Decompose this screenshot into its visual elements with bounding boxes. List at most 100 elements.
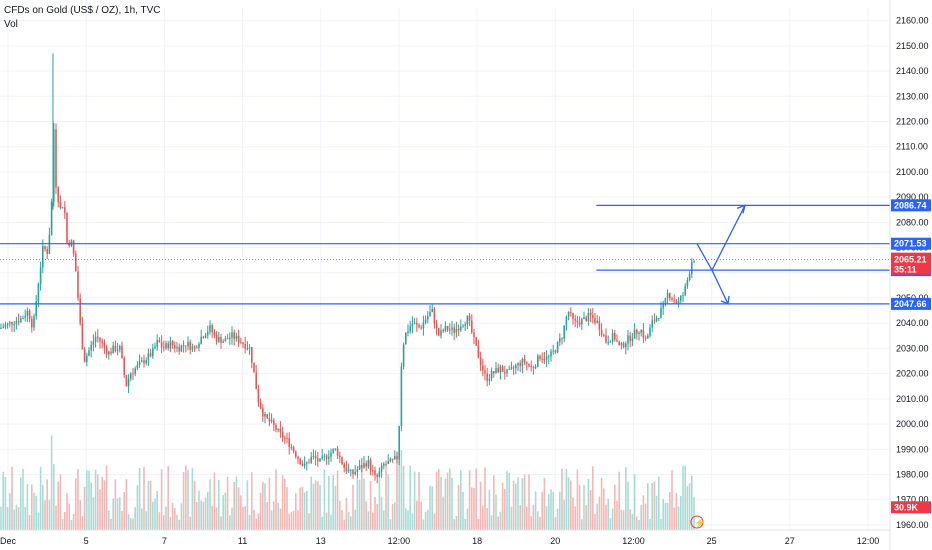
candle-body [592, 315, 594, 318]
volume-bar [306, 490, 308, 530]
candle-body [160, 342, 163, 348]
candle-body [427, 316, 429, 320]
volume-bar [110, 518, 112, 530]
candle-body [163, 347, 165, 349]
candle-body [222, 341, 224, 343]
volume-bar [215, 507, 218, 530]
volume-bar [0, 506, 2, 530]
symbol-title[interactable]: CFDs on Gold (US$ / OZ), 1h, TVC [4, 5, 161, 16]
candle-body [484, 370, 486, 374]
candle-body [402, 344, 405, 367]
candle-body [539, 355, 541, 359]
candle-body [660, 307, 662, 318]
volume-bar [363, 478, 365, 530]
candle-body [438, 328, 440, 336]
time-tick-label: 25 [707, 536, 717, 546]
candle-body [616, 339, 618, 342]
arrowhead-up [736, 204, 746, 214]
candle-body [537, 355, 539, 367]
volume-bar [466, 508, 469, 530]
volume-bar [389, 519, 392, 530]
candle-body [495, 368, 497, 374]
volume-bar [50, 435, 53, 530]
volume-bar [462, 491, 464, 530]
volume-bar [534, 491, 537, 530]
candle-body [640, 330, 642, 333]
volume-bar [288, 513, 290, 530]
volume-bar [380, 496, 383, 530]
candle-body [574, 318, 576, 321]
volume-bar [411, 513, 414, 530]
volume-bar [229, 515, 231, 530]
volume-bar [248, 514, 251, 530]
time-tick-label: 18 [472, 536, 482, 546]
candle-body [552, 350, 554, 352]
candle-body [352, 469, 354, 475]
candle-body [112, 345, 114, 354]
candle-body [154, 346, 156, 349]
candle-body [565, 316, 568, 326]
candle-body [266, 414, 268, 419]
candle-body [471, 320, 473, 333]
volume-bar [134, 507, 136, 530]
volume-layer [0, 435, 695, 530]
candle-body [9, 322, 11, 324]
time-tick-label: 11 [238, 536, 247, 546]
volume-bar [378, 477, 381, 530]
volume-bar [310, 476, 312, 530]
candle-body [380, 465, 383, 472]
volume-bar [22, 469, 24, 530]
volume-bar [420, 501, 422, 530]
volume-bar [365, 501, 367, 530]
volume-bar [350, 516, 352, 530]
volume-bar [279, 508, 282, 530]
levels-layer[interactable] [0, 204, 890, 305]
candle-body [308, 462, 310, 464]
candle-body [42, 245, 44, 268]
volume-bar [292, 510, 295, 530]
volume-bar [457, 485, 460, 530]
volume-legend-label[interactable]: Vol [4, 19, 18, 30]
volume-bar [9, 493, 11, 530]
candle-body [253, 362, 255, 373]
candle-body [158, 340, 161, 343]
volume-bar [90, 482, 92, 530]
candle-body [658, 317, 660, 319]
candle-body [332, 449, 334, 453]
candle-body [581, 318, 583, 325]
volume-bar [556, 508, 559, 530]
candle-body [22, 318, 24, 320]
candle-body [77, 271, 79, 299]
volume-bar [152, 501, 154, 530]
price-level-label: 2086.74 [894, 200, 927, 210]
price-tick-label: 2000.00 [896, 419, 929, 429]
candle-body [182, 345, 185, 347]
volume-bar [598, 496, 601, 530]
candle-body [400, 366, 403, 427]
candle-body [39, 267, 42, 285]
volume-bar [53, 464, 55, 530]
volume-bar [440, 476, 442, 530]
candle-body [422, 322, 425, 329]
candle-body [72, 240, 75, 254]
volume-bar [301, 486, 304, 530]
candle-body [501, 366, 504, 372]
volume-bar [664, 502, 667, 530]
candle-body [0, 327, 2, 329]
volume-bar [42, 484, 44, 530]
candle-body [638, 332, 640, 334]
volume-bar [176, 514, 178, 530]
candle-body [347, 470, 350, 472]
volume-bar [171, 503, 174, 530]
candle-body [605, 335, 607, 343]
candle-body [215, 334, 218, 342]
countdown-label: 35:11 [894, 265, 917, 275]
volume-bar [174, 508, 176, 530]
candle-body [442, 330, 444, 332]
candle-body [81, 323, 84, 350]
candle-body [66, 212, 68, 243]
volume-bar [429, 485, 431, 530]
candle-body [310, 456, 312, 463]
